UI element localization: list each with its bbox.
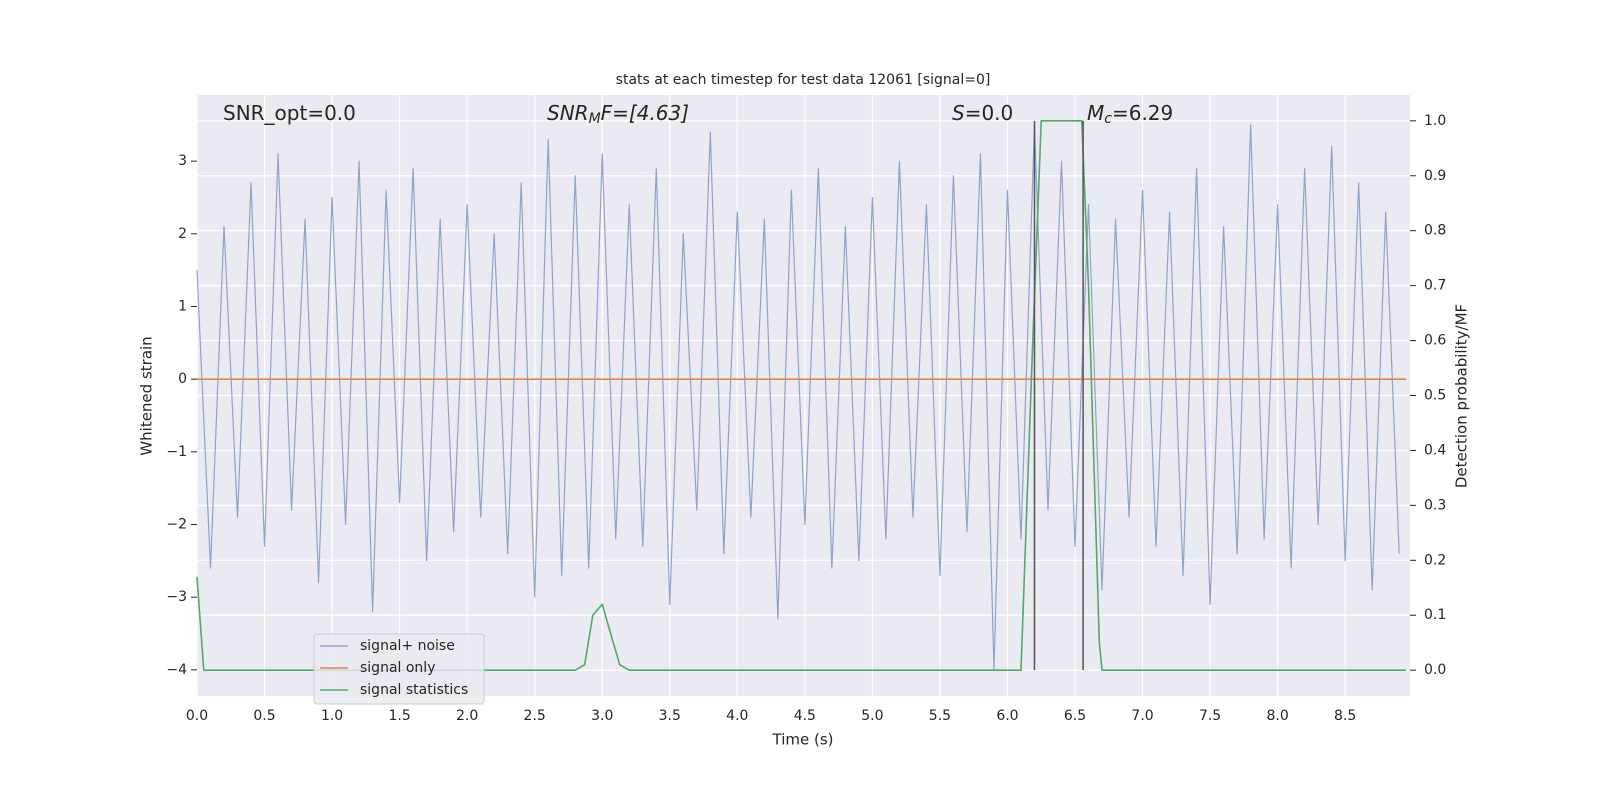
y-tick-label: 0 (178, 371, 187, 387)
y2-tick-label: 0.4 (1424, 442, 1446, 458)
y-tick-label: 3 (178, 153, 187, 169)
y-axis-label: Whitened strain (138, 336, 156, 455)
y-tick-label: −4 (166, 662, 187, 678)
y2-tick-label: 0.1 (1424, 607, 1446, 623)
annotation-main: SNR (547, 101, 589, 125)
y2-tick-label: 0.9 (1424, 168, 1446, 184)
legend-label: signal statistics (360, 682, 468, 698)
y2-tick-label: 0.0 (1424, 662, 1446, 678)
annotation: SNR_opt=0.0 (223, 101, 356, 125)
chart-title: stats at each timestep for test data 120… (616, 72, 991, 88)
annotation-after: F=[4.63] (601, 101, 689, 125)
annotation-after: =0.0 (965, 101, 1014, 125)
annotation: Mc=6.29 (1087, 101, 1173, 128)
legend-label: signal+ noise (360, 638, 455, 654)
y2-tick-label: 0.5 (1424, 388, 1446, 404)
y2-tick-label: 1.0 (1424, 113, 1446, 129)
x-tick-label: 3.0 (591, 708, 613, 724)
x-tick-label: 5.0 (861, 708, 883, 724)
x-tick-label: 8.0 (1266, 708, 1288, 724)
x-tick-label: 6.0 (996, 708, 1018, 724)
y2-tick-label: 0.6 (1424, 333, 1446, 349)
annotation-main: SNR_opt=0.0 (223, 101, 356, 125)
annotation: SNRMF=[4.63] (547, 101, 689, 128)
x-tick-label: 8.5 (1334, 708, 1356, 724)
y-tick-label: −2 (166, 516, 187, 532)
y-tick-label: 2 (178, 226, 187, 242)
x-tick-label: 0.5 (253, 708, 275, 724)
x-tick-label: 6.5 (1064, 708, 1086, 724)
y2-tick-label: 0.7 (1424, 278, 1446, 294)
x-tick-label: 7.5 (1199, 708, 1221, 724)
legend-box (313, 633, 485, 705)
x-tick-label: 4.5 (794, 708, 816, 724)
y2-tick-label: 0.3 (1424, 497, 1446, 513)
annotation-main: M (1087, 101, 1104, 125)
y-tick-label: 1 (178, 298, 187, 314)
x-tick-label: 1.0 (321, 708, 343, 724)
annotation-main: S (952, 101, 965, 125)
y2-tick-label: 0.2 (1424, 552, 1446, 568)
x-tick-label: 2.5 (524, 708, 546, 724)
x-tick-label: 3.5 (659, 708, 681, 724)
x-axis-label: Time (s) (772, 731, 834, 749)
x-tick-label: 7.0 (1131, 708, 1153, 724)
x-tick-label: 0.0 (186, 708, 208, 724)
annotation-after: =6.29 (1112, 101, 1173, 125)
x-tick-label: 2.0 (456, 708, 478, 724)
x-tick-label: 4.0 (726, 708, 748, 724)
x-tick-label: 5.5 (929, 708, 951, 724)
annotation-sub: c (1104, 111, 1112, 127)
annotation-sub: M (589, 111, 601, 127)
x-tick-label: 1.5 (388, 708, 410, 724)
y2-axis-label: Detection probability/MF (1453, 304, 1471, 488)
series-line (196, 120, 1406, 671)
y-tick-label: −3 (166, 589, 187, 605)
y-tick-label: −1 (166, 444, 187, 460)
y2-tick-label: 0.8 (1424, 223, 1446, 239)
series-line (196, 124, 1400, 671)
annotation: S=0.0 (952, 101, 1013, 125)
legend-label: signal only (360, 660, 435, 676)
